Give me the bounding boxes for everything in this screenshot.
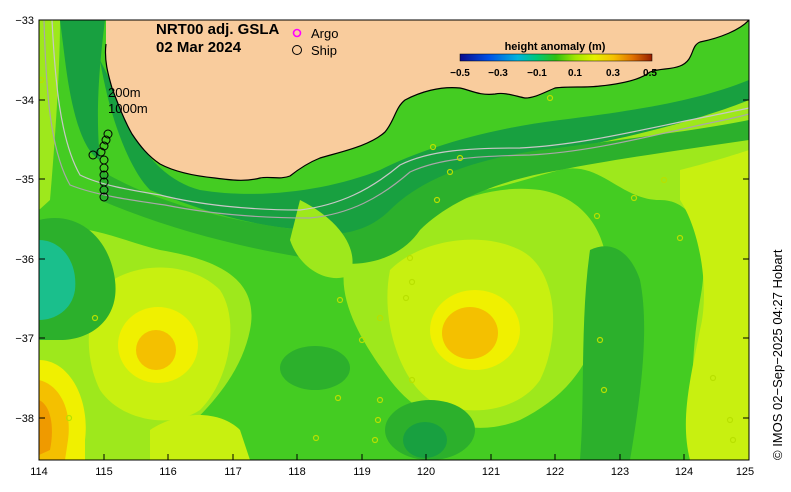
colorbar-tick: −0.3	[488, 68, 508, 79]
field-darkgreen-northwest	[60, 20, 105, 160]
field-green-east	[580, 246, 645, 460]
float-marker	[709, 374, 717, 382]
ship-marker	[99, 163, 109, 173]
y-tick-label: −38	[15, 413, 34, 425]
field-orange-west	[136, 330, 176, 370]
float-marker	[446, 168, 454, 176]
colorbar-tick: −0.5	[450, 68, 470, 79]
colorbar-tick: 0.3	[606, 68, 620, 79]
float-marker	[630, 194, 638, 202]
plot-frame	[38, 19, 750, 461]
x-tick-label: 123	[611, 466, 629, 478]
y-tick-label: −36	[15, 254, 34, 266]
x-tick-label: 125	[736, 466, 754, 478]
float-markers	[39, 76, 737, 444]
float-marker	[65, 414, 73, 422]
field-teal-westeddy	[39, 240, 76, 320]
ship-marker	[99, 141, 109, 151]
x-tick-label: 121	[482, 466, 500, 478]
float-marker	[312, 434, 320, 442]
contour-200m-line	[51, 20, 749, 211]
colorbar-title: height anomaly (m)	[505, 41, 606, 53]
float-marker	[429, 143, 437, 151]
y-tick-label: −37	[15, 333, 34, 345]
ship-marker	[99, 192, 109, 202]
float-marker	[376, 396, 384, 404]
float-marker	[371, 436, 379, 444]
land-coast-outline	[104, 20, 749, 181]
y-tick-label: −33	[15, 15, 34, 27]
float-marker	[676, 234, 684, 242]
argo-legend-icon	[292, 28, 302, 38]
y-tick-label: −34	[15, 95, 34, 107]
field-darkgreen-south	[403, 422, 447, 458]
x-tick-label: 115	[95, 466, 113, 478]
contour-1000m-label: 1000m	[108, 101, 148, 116]
colorbar-tick: 0.5	[643, 68, 657, 79]
field-yellowgreen-south	[150, 415, 250, 460]
contour-1000m-line	[43, 20, 749, 219]
map-date: 02 Mar 2024	[156, 39, 242, 56]
x-tick-label: 124	[675, 466, 693, 478]
credit-text: © IMOS 02−Sep−2025 04:27 Hobart	[770, 249, 785, 460]
ship-legend-icon	[292, 45, 302, 55]
contour-200m-label: 200m	[108, 85, 141, 100]
float-marker	[456, 154, 464, 162]
float-marker	[433, 196, 441, 204]
x-tick-label: 118	[288, 466, 306, 478]
float-marker	[402, 294, 410, 302]
y-tick-label: −35	[15, 174, 34, 186]
argo-legend-label: Argo	[311, 26, 338, 41]
field-darkorange-southwest	[39, 400, 52, 455]
map-title: NRT00 adj. GSLA	[156, 21, 280, 38]
field-lime-nearshelf	[290, 200, 353, 279]
ship-marker	[96, 147, 106, 157]
float-marker	[729, 436, 737, 444]
field-green-mid	[280, 346, 350, 390]
field-orange-central	[442, 307, 498, 359]
float-marker	[358, 336, 366, 344]
x-tick-label: 114	[30, 466, 48, 478]
field-green-shelf-edge	[100, 120, 749, 264]
float-marker	[336, 296, 344, 304]
anomaly-field	[39, 20, 749, 460]
field-shelf-band	[100, 60, 749, 249]
ship-marker	[99, 170, 109, 180]
float-marker	[91, 314, 99, 322]
x-tick-label: 122	[546, 466, 564, 478]
y-axis	[39, 19, 749, 419]
float-marker	[596, 336, 604, 344]
ship-legend-label: Ship	[311, 43, 337, 58]
float-marker	[600, 386, 608, 394]
ship-marker	[101, 135, 111, 145]
ship-marker	[103, 129, 113, 139]
ship-marker	[88, 150, 98, 160]
field-yellowgreen-east	[680, 150, 749, 460]
float-marker	[374, 416, 382, 424]
float-marker	[408, 376, 416, 384]
field-lime-east	[440, 100, 749, 460]
colorbar-tick: 0.1	[568, 68, 582, 79]
float-marker	[406, 254, 414, 262]
ship-track	[88, 129, 113, 202]
float-marker	[376, 314, 384, 322]
float-marker	[726, 416, 734, 424]
x-tick-label: 117	[224, 466, 242, 478]
float-marker	[660, 176, 668, 184]
float-marker	[593, 212, 601, 220]
colorbar-tick: −0.1	[527, 68, 547, 79]
x-tick-label: 120	[417, 466, 435, 478]
float-marker	[408, 278, 416, 286]
float-marker	[39, 76, 45, 84]
float-marker	[546, 94, 554, 102]
x-axis	[38, 454, 750, 460]
x-tick-label: 119	[353, 466, 371, 478]
x-tick-label: 116	[159, 466, 177, 478]
float-marker	[334, 394, 342, 402]
ship-marker	[99, 185, 109, 195]
colorbar	[459, 53, 653, 62]
